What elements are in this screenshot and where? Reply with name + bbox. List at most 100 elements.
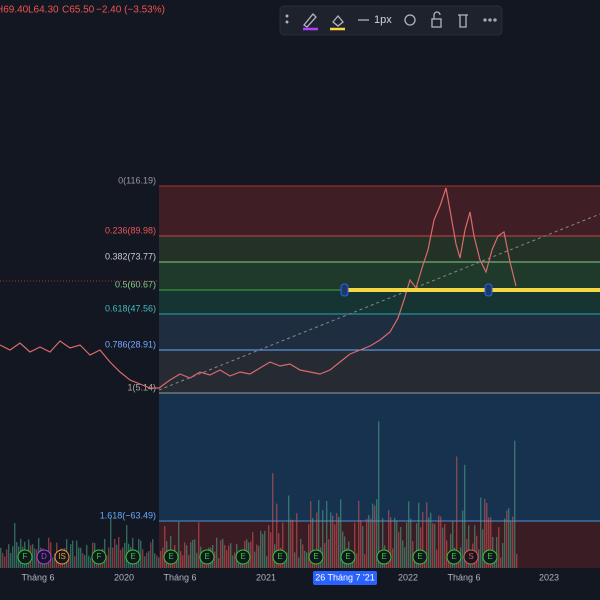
volume-bar — [268, 525, 270, 568]
volume-bar — [112, 547, 114, 568]
event-marker[interactable] — [463, 549, 479, 565]
volume-bar — [342, 531, 344, 568]
volume-bar — [498, 527, 500, 568]
volume-bar — [270, 532, 272, 568]
event-label: F — [23, 552, 28, 561]
event-marker[interactable] — [272, 549, 288, 565]
event-marker[interactable] — [412, 549, 428, 565]
volume-bar — [510, 521, 512, 568]
time-label: 2023 — [539, 572, 559, 582]
volume-bar — [70, 544, 72, 568]
time-label: Tháng 6 — [447, 572, 480, 582]
event-marker[interactable] — [446, 549, 462, 565]
event-marker[interactable] — [36, 549, 52, 565]
volume-bar — [88, 555, 90, 568]
volume-bar — [372, 503, 374, 568]
volume-bar — [398, 532, 400, 568]
volume-bar — [406, 522, 408, 568]
volume-bar — [254, 551, 256, 568]
volume-bar — [6, 549, 8, 568]
fib-bands: 0(116.19) 0.236(89.98) 0.382(73.77) 0.5(60.… — [100, 175, 600, 568]
event-marker[interactable] — [125, 549, 141, 565]
event-marker[interactable] — [482, 549, 498, 565]
volume-bar — [232, 555, 234, 568]
fib-band — [159, 314, 600, 350]
volume-bar — [462, 510, 464, 568]
volume-bar — [504, 518, 506, 568]
handle[interactable] — [340, 283, 349, 297]
volume-bar — [68, 554, 70, 568]
settings-icon[interactable] — [404, 14, 416, 26]
volume-bar — [0, 547, 2, 568]
more-icon[interactable] — [483, 18, 487, 22]
volume-bar — [154, 553, 156, 568]
volume-bar — [262, 534, 264, 568]
delete-icon[interactable] — [458, 14, 468, 28]
grip — [285, 20, 289, 24]
fib-band — [159, 186, 600, 236]
fill-icon[interactable] — [332, 14, 344, 27]
volume-bar — [260, 530, 262, 568]
price-series — [0, 187, 517, 389]
volume-bar — [188, 555, 190, 568]
volume-bar — [108, 547, 110, 568]
event-marker[interactable] — [91, 549, 107, 565]
more-dot — [493, 18, 497, 22]
volume-bar — [412, 540, 414, 568]
volume-bar — [334, 524, 336, 568]
event-label: F — [97, 552, 102, 561]
grip[interactable] — [285, 14, 289, 18]
more-dot — [488, 18, 492, 22]
volume-bar — [316, 512, 318, 568]
volume-bar — [366, 518, 368, 568]
event-marker[interactable] — [54, 549, 70, 565]
volume-bar — [146, 552, 148, 568]
volume-bar — [508, 508, 510, 568]
event-marker[interactable] — [340, 549, 356, 565]
volume-bar — [74, 556, 76, 568]
volume-bar — [392, 548, 394, 568]
event-marker[interactable] — [235, 549, 251, 565]
time-label: 2021 — [256, 572, 276, 582]
event-marker[interactable] — [376, 549, 392, 565]
volume-bar — [116, 544, 118, 568]
lock-icon[interactable] — [431, 18, 442, 28]
fib-label: 0.5(60.67) — [115, 279, 156, 289]
line-width-label[interactable]: 1px — [374, 14, 392, 26]
volume-bar — [298, 557, 300, 568]
volume-bar — [140, 540, 142, 568]
volume-bar — [264, 530, 266, 568]
volume-bar — [304, 550, 306, 568]
volume-bar — [428, 517, 430, 568]
volume-bar — [374, 505, 376, 568]
volume-bar — [488, 517, 490, 568]
volume-bar — [82, 553, 84, 568]
volume-bar — [80, 547, 82, 568]
volume-bar — [312, 518, 314, 568]
volume-bar — [306, 552, 308, 568]
event-label: E — [277, 552, 282, 561]
volume-bar — [76, 540, 78, 568]
event-marker[interactable] — [163, 549, 179, 565]
event-marker[interactable] — [199, 549, 215, 565]
event-marker[interactable] — [308, 549, 324, 565]
pencil-icon[interactable] — [303, 13, 317, 28]
volume-bar — [276, 503, 278, 568]
volume-bar — [192, 539, 194, 568]
volume-bar — [218, 557, 220, 568]
volume-bar — [514, 440, 516, 568]
volume-bar — [362, 526, 364, 568]
volume-bar — [78, 547, 80, 568]
volume-bar — [266, 556, 268, 568]
volume-bar — [480, 497, 482, 568]
time-label: 2022 — [398, 572, 418, 582]
volume-bar — [226, 550, 228, 568]
volume-bar — [438, 515, 440, 568]
volume-bar — [72, 540, 74, 568]
event-label: E — [204, 552, 209, 561]
volume-bar — [440, 516, 442, 568]
event-marker[interactable] — [17, 549, 33, 565]
volume-bar — [338, 516, 340, 568]
volume-bar — [234, 552, 236, 568]
handle[interactable] — [484, 283, 493, 297]
